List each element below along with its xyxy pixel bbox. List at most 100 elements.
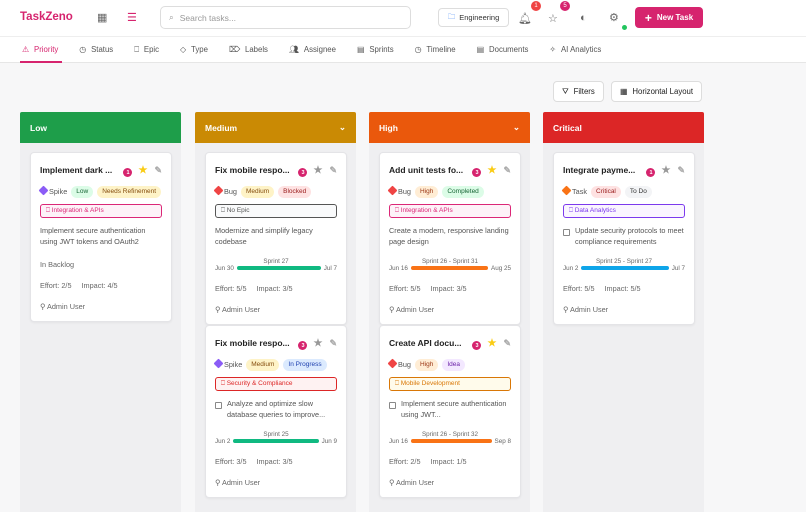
task-title[interactable]: Fix mobile respo... [215,165,290,175]
tab-status[interactable]: ◷ Status [79,36,113,63]
layout-button[interactable]: ▦ Horizontal Layout [611,81,703,102]
epic-tag: ⎕ Security & Compliance [215,376,337,391]
diamond-icon: ◇ [180,45,187,54]
priority-badge: Medium [240,186,275,198]
task-card[interactable]: Implement dark ... 1 ★ ✎ Spike Low Needs Re… [30,152,172,322]
gear-icon[interactable]: ⚙ [609,12,619,24]
epic-tag: ⎕ Integration & APIs [40,203,162,218]
favorites-badge: 5 [560,1,570,11]
impact: Impact: 3/5 [430,283,467,293]
search-icon: ⌕ [169,12,174,22]
task-card[interactable]: Fix mobile respo... 3 ★ ✎ Spike Medium In P… [205,325,347,498]
tab-assignee[interactable]: 👥︎ Assignee [289,36,336,63]
tab-sprints[interactable]: ▤ Sprints [357,36,394,63]
clock-icon: ◷ [79,45,87,54]
filters-button[interactable]: ⛛ Filters [553,81,604,102]
end-date: Jun 9 [321,437,337,445]
edit-icon[interactable]: ✎ [503,337,511,348]
status-badge: Completed [442,186,484,198]
type-diamond-icon [387,185,398,196]
grid-view-icon[interactable]: ▦ [97,12,108,24]
edit-icon[interactable]: ✎ [503,164,511,175]
subtask-count-badge: 3 [298,341,308,350]
grid-icon: ▦ [620,87,628,96]
star-icon[interactable]: ★ [661,164,671,176]
star-icon[interactable]: ★ [487,337,497,349]
user-icon: ⚲ [389,477,396,487]
tab-epic[interactable]: ⎕ Epic [134,36,159,63]
list-view-icon[interactable]: ☰ [127,12,137,24]
status-badge: In Progress [283,359,327,371]
status-badge: Needs Refinement [97,186,162,198]
alert-triangle-icon: ⚠ [22,45,29,54]
edit-icon[interactable]: ✎ [329,164,337,175]
assignee: ⚲ Admin User [389,478,511,487]
star-icon[interactable]: ★ [138,164,148,176]
priority-badge: Low [71,186,94,198]
task-title[interactable]: Create API docu... [389,338,462,348]
assignee-name: Admin User [221,304,261,314]
column-header: High ⌄ [369,112,530,143]
sprint-label: Sprint 26 - Sprint 32 [421,430,478,438]
tab-priority[interactable]: ⚠ Priority [19,36,63,63]
star-icon[interactable]: ★ [313,337,323,349]
status-badge: To Do [624,186,652,198]
top-bar: TaskZeno ▦ ☰ ⌕ Search tasks... 🗀 Engineeri… [0,0,806,36]
column-medium: Medium ⌄ Fix mobile respo... 3 ★ ✎ Bug Mediu… [195,112,356,512]
epic-tag: ⎕ Integration & APIs [389,203,511,218]
checkbox[interactable] [563,228,570,236]
star-icon[interactable]: ★ [487,164,497,176]
task-title[interactable]: Implement dark ... [40,165,113,175]
sprint-timeline: Sprint 26 - Sprint 31 Jun 16 Aug 25 [389,258,511,272]
task-description: Analyze and optimize slow database queri… [227,398,326,419]
bookmark-icon: ⎕ [221,206,227,214]
task-description: Modernize and simplify legacy codebase [215,225,313,246]
app-logo[interactable]: TaskZeno [20,11,73,23]
task-card[interactable]: Fix mobile respo... 3 ★ ✎ Bug Medium Blocke… [205,152,347,325]
sparkles-icon: ✧ [549,45,556,54]
tab-documents[interactable]: ▤ Documents [477,36,529,63]
palette-icon[interactable]: ◐ [580,12,587,24]
impact: Impact: 5/5 [604,283,641,293]
search-input[interactable]: ⌕ Search tasks... [160,6,411,29]
subtask-count-badge: 3 [472,168,482,177]
task-title[interactable]: Integrate payme... [563,165,636,175]
edit-icon[interactable]: ✎ [329,337,337,348]
edit-icon[interactable]: ✎ [154,164,162,175]
task-title[interactable]: Add unit tests fo... [389,165,464,175]
checkbox[interactable] [389,401,396,409]
workspace-button[interactable]: 🗀 Engineering [438,8,509,27]
user-icon: ⚲ [40,301,47,311]
user-icon: ⚲ [563,304,570,314]
tab-ai-analytics[interactable]: ✧ AI Analytics [549,36,601,63]
task-card[interactable]: Add unit tests fo... 3 ★ ✎ Bug High Complet… [379,152,521,325]
bell-icon[interactable]: 🔔︎ [518,13,532,25]
new-task-button[interactable]: + New Task [635,7,703,28]
edit-icon[interactable]: ✎ [677,164,685,175]
checkbox[interactable] [215,401,222,409]
task-card[interactable]: Integrate payme... 1 ★ ✎ Task Critical To D… [553,152,695,325]
tab-type[interactable]: ◇ Type [180,36,208,63]
star-icon[interactable]: ☆ [548,13,558,25]
priority-badge: Critical [591,186,621,198]
type-diamond-icon [213,185,224,196]
timeline-bar [236,266,321,271]
bookmark-icon: ⎕ [395,379,401,387]
star-icon[interactable]: ★ [313,164,323,176]
type-label: Spike [49,187,68,197]
user-icon: ⚲ [215,304,222,314]
effort: Effort: 5/5 [563,283,595,293]
effort: Effort: 2/5 [40,280,72,290]
column-header: Medium ⌄ [195,112,356,143]
sprint-timeline: Sprint 25 - Sprint 27 Jun 2 Jul 7 [563,258,685,272]
chevron-down-icon[interactable]: ⌄ [338,122,346,132]
task-title[interactable]: Fix mobile respo... [215,338,290,348]
start-date: Jun 30 [215,264,234,272]
tab-labels[interactable]: ⌦ Labels [229,36,268,63]
tab-timeline[interactable]: ◷ Timeline [415,36,456,63]
task-card[interactable]: Create API docu... 3 ★ ✎ Bug High Idea ⎕ Mo… [379,325,521,498]
impact: Impact: 3/5 [256,283,293,293]
tab-label: Labels [244,45,268,54]
bookmark-icon: ⎕ [46,206,52,214]
chevron-down-icon[interactable]: ⌄ [512,122,520,132]
